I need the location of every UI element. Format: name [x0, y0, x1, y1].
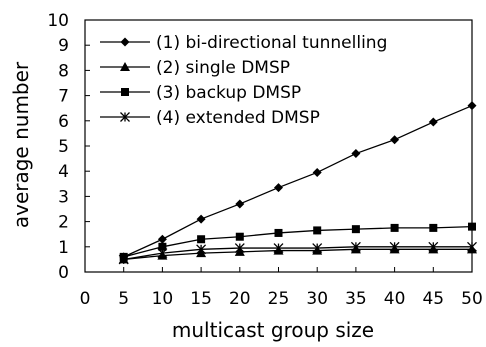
- x-tick-label: 15: [190, 289, 212, 309]
- y-tick-label: 5: [58, 137, 69, 157]
- x-tick-label: 25: [268, 289, 290, 309]
- y-tick-label: 6: [58, 112, 69, 132]
- star-marker: [428, 241, 439, 252]
- square-marker: [274, 228, 283, 237]
- series-lines: [118, 101, 477, 265]
- star-marker: [467, 241, 477, 252]
- square-marker: [468, 222, 476, 231]
- star-marker: [312, 243, 323, 254]
- x-tick-label: 5: [118, 289, 129, 309]
- legend-label: (3) backup DMSP: [156, 83, 301, 103]
- legend-label: (1) bi-directional tunnelling: [156, 33, 387, 53]
- series-line: [123, 105, 473, 258]
- diamond-marker: [312, 167, 322, 177]
- diamond-marker: [351, 149, 361, 159]
- legend-label: (2) single DMSP: [156, 58, 290, 78]
- diamond-marker: [428, 117, 438, 127]
- square-marker: [121, 88, 129, 96]
- legend-label: (4) extended DMSP: [156, 108, 320, 128]
- series-line: [123, 246, 472, 261]
- star-marker: [120, 112, 130, 122]
- star-marker: [273, 243, 284, 254]
- diamond-marker: [157, 234, 167, 244]
- square-marker: [197, 235, 206, 244]
- y-axis-label: average number: [9, 61, 33, 228]
- legend-entry-1: (1) bi-directional tunnelling: [100, 33, 387, 53]
- series-line: [123, 248, 472, 261]
- series-line: [123, 225, 473, 258]
- star-marker: [234, 243, 245, 254]
- triangle-marker: [120, 62, 130, 71]
- x-tick-label: 30: [306, 289, 328, 309]
- diamond-marker: [390, 135, 400, 145]
- square-marker: [351, 225, 360, 234]
- x-tick-label: 20: [229, 289, 251, 309]
- star-marker: [118, 254, 129, 265]
- diamond-marker: [235, 199, 245, 209]
- axes: [84, 19, 473, 273]
- square-marker: [429, 223, 438, 232]
- square-marker: [390, 223, 399, 232]
- diamond-marker: [274, 183, 283, 193]
- y-tick-label: 3: [58, 187, 69, 207]
- x-axis-label: multicast group size: [172, 318, 374, 342]
- y-tick-label: 0: [58, 263, 69, 283]
- legend-entry-2: (2) single DMSP: [100, 58, 290, 78]
- x-tick-label: 0: [80, 289, 91, 309]
- star-marker: [389, 241, 400, 252]
- diamond-marker: [467, 101, 477, 111]
- legend-entry-4: (4) extended DMSP: [100, 108, 320, 128]
- star-marker: [196, 244, 207, 255]
- star-marker: [157, 248, 168, 259]
- x-tick-label: 50: [461, 289, 483, 309]
- star-marker: [350, 241, 361, 252]
- y-tick-label: 4: [58, 162, 69, 182]
- square-marker: [158, 242, 167, 251]
- diamond-marker: [196, 214, 206, 224]
- y-tick-label: 9: [58, 36, 69, 56]
- x-tick-label: 40: [384, 289, 406, 309]
- square-marker: [235, 232, 244, 241]
- x-tick-label: 45: [422, 289, 444, 309]
- y-tick-label: 10: [47, 11, 69, 31]
- y-tick-label: 1: [58, 238, 69, 258]
- legend-entry-3: (3) backup DMSP: [100, 83, 301, 103]
- series-4: [118, 241, 477, 265]
- square-marker: [313, 226, 322, 235]
- x-tick-label: 35: [345, 289, 367, 309]
- legend: (1) bi-directional tunnelling (2) single …: [100, 33, 387, 128]
- y-tick-label: 8: [58, 61, 69, 81]
- y-tick-label: 7: [58, 87, 69, 107]
- x-tick-label: 10: [152, 289, 174, 309]
- y-tick-label: 2: [58, 213, 69, 233]
- series-3: [119, 222, 476, 261]
- diamond-marker: [120, 37, 130, 47]
